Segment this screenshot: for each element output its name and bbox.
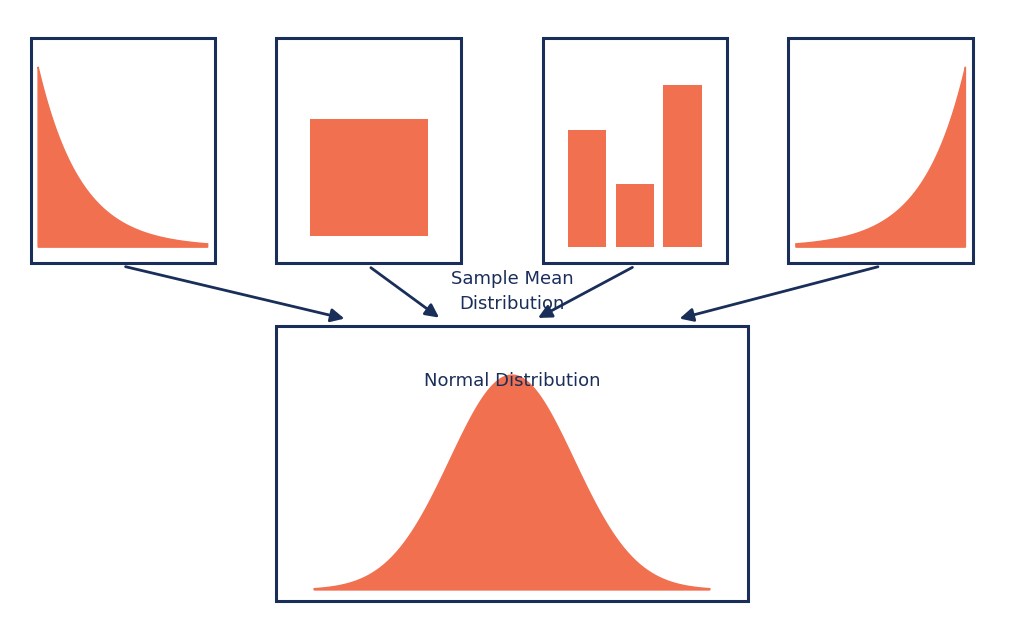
Bar bbox=[567, 130, 606, 247]
Bar bbox=[615, 184, 654, 247]
Polygon shape bbox=[314, 375, 710, 590]
Text: Normal Distribution: Normal Distribution bbox=[424, 372, 600, 389]
Bar bbox=[276, 38, 461, 263]
Bar bbox=[664, 85, 702, 247]
Text: Sample Mean
Distribution: Sample Mean Distribution bbox=[451, 270, 573, 312]
Polygon shape bbox=[38, 67, 208, 247]
Bar bbox=[543, 38, 727, 263]
Bar bbox=[788, 38, 973, 263]
Bar bbox=[309, 119, 428, 236]
Bar bbox=[31, 38, 215, 263]
Bar bbox=[276, 326, 748, 601]
Polygon shape bbox=[796, 67, 966, 247]
